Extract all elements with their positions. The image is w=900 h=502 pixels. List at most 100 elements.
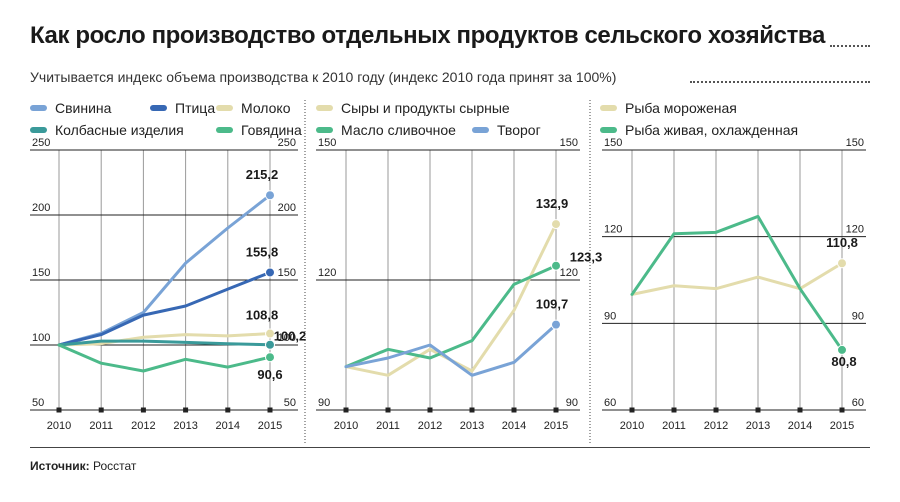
series-end-point (837, 344, 847, 355)
legend-swatch (150, 105, 167, 111)
panel-pork-poultry-milk: 2010 2011 2012 2013 2014 2015 250 250 200 200 150 1… (30, 137, 306, 432)
y-tick-label-left: 60 (604, 397, 616, 409)
data-label: 80,8 (831, 354, 856, 369)
data-label: 90,6 (257, 367, 282, 382)
data-label: 132,9 (536, 196, 569, 211)
x-tick-label: 2010 (334, 420, 358, 432)
legend-item-ryba-zhivaya: Рыба живая, охлажденная (600, 122, 798, 138)
panel-fish: 2010 2011 2012 2013 2014 2015 150 150 120 120 90 90… (602, 137, 866, 432)
legend-swatch (30, 127, 47, 133)
x-tick-label: 2011 (376, 420, 400, 432)
y-tick-label-right: 90 (566, 397, 578, 409)
x-tick-label: 2011 (89, 420, 113, 432)
legend-item-kolbasnye: Колбасные изделия (30, 122, 184, 138)
legend-item-tvorog: Творог (472, 122, 541, 138)
x-tick-label: 2014 (216, 420, 240, 432)
legend-item-maslo: Масло сливочное (316, 122, 456, 138)
chart-subtitle: Учитывается индекс объема производства к… (30, 69, 617, 85)
x-tick-label: 2012 (418, 420, 442, 432)
x-tick-label: 2014 (788, 420, 812, 432)
series-line (57, 343, 272, 373)
legend-swatch (316, 105, 333, 111)
legend-label: Творог (497, 122, 541, 138)
legend-item-govyadina: Говядина (216, 122, 302, 138)
data-label: 108,8 (246, 308, 279, 323)
series-end-point (265, 352, 275, 363)
legend-label: Молоко (241, 100, 291, 116)
series-end-point (265, 328, 275, 339)
series-end-point (265, 267, 275, 278)
legend-label: Птица (175, 100, 216, 116)
legend-item-ryba-morozh: Рыба мороженая (600, 100, 737, 116)
series-line (344, 264, 558, 369)
chart-title: Как росло производство отдельных продукт… (30, 22, 825, 49)
y-tick-label-left: 200 (32, 202, 50, 214)
series-end-point (837, 258, 847, 269)
x-tick-label: 2012 (704, 420, 728, 432)
legend-item-moloko: Молоко (216, 100, 290, 116)
legend-label: Говядина (241, 122, 302, 138)
x-tick-label: 2014 (502, 420, 526, 432)
y-tick-label-right: 200 (278, 202, 296, 214)
x-tick-label: 2012 (131, 420, 155, 432)
legend-swatch (30, 105, 47, 111)
y-tick-label-left: 150 (318, 137, 336, 149)
title-dotted-rule (830, 45, 870, 47)
series-line (57, 332, 272, 347)
data-label: 215,2 (246, 167, 279, 182)
legend-label: Рыба мороженая (625, 100, 737, 116)
source-note: Источник: Росстат (30, 459, 136, 473)
y-tick-label-right: 150 (278, 267, 296, 279)
series-line (630, 261, 844, 296)
legend-item-ptitsa: Птица (150, 100, 215, 116)
y-tick-label-left: 120 (604, 224, 622, 236)
x-tick-label: 2013 (746, 420, 770, 432)
y-tick-label-right: 100 (278, 332, 296, 344)
source-label: Источник: (30, 459, 90, 473)
y-tick-label-left: 150 (32, 267, 50, 279)
series-end-point (551, 219, 561, 230)
series-end-point (265, 339, 275, 350)
legend-label: Свинина (55, 100, 112, 116)
legend-swatch (600, 105, 617, 111)
data-label: 100,2 (274, 329, 307, 344)
series-line (344, 323, 558, 377)
data-label: 110,8 (826, 235, 858, 250)
y-tick-label-right: 150 (846, 137, 864, 149)
legend-item-svinina: Свинина (30, 100, 111, 116)
legend-label: Рыба живая, охлажденная (625, 122, 799, 138)
series-line (57, 339, 272, 347)
bottom-rule (30, 447, 870, 448)
x-tick-label: 2015 (258, 420, 282, 432)
y-tick-label-right: 250 (278, 137, 296, 149)
series-end-point (551, 260, 561, 271)
series-end-point (265, 190, 275, 201)
x-tick-label: 2015 (544, 420, 568, 432)
data-label: 123,3 (570, 250, 603, 265)
legend-swatch (472, 127, 489, 133)
x-tick-label: 2011 (662, 420, 686, 432)
x-tick-label: 2010 (620, 420, 644, 432)
y-tick-label-left: 100 (32, 332, 50, 344)
y-tick-label-left: 250 (32, 137, 50, 149)
legend-swatch (600, 127, 617, 133)
series-end-point (551, 319, 561, 330)
y-tick-label-right: 120 (846, 224, 864, 236)
legend-label: Колбасные изделия (55, 122, 184, 138)
series-line (630, 214, 844, 352)
legend-swatch (216, 127, 233, 133)
y-tick-label-right: 90 (852, 310, 864, 322)
series-line (57, 270, 272, 347)
y-tick-label-left: 120 (318, 267, 336, 279)
y-tick-label-right: 60 (852, 397, 864, 409)
legend-label: Масло сливочное (341, 122, 456, 138)
x-tick-label: 2010 (47, 420, 71, 432)
subtitle-dotted-rule (690, 81, 870, 83)
y-tick-label-right: 50 (284, 397, 296, 409)
y-tick-label-left: 90 (604, 310, 616, 322)
y-tick-label-right: 150 (560, 137, 578, 149)
x-tick-label: 2015 (830, 420, 854, 432)
legend-label: Сыры и продукты сырные (341, 100, 510, 116)
x-tick-label: 2013 (460, 420, 484, 432)
